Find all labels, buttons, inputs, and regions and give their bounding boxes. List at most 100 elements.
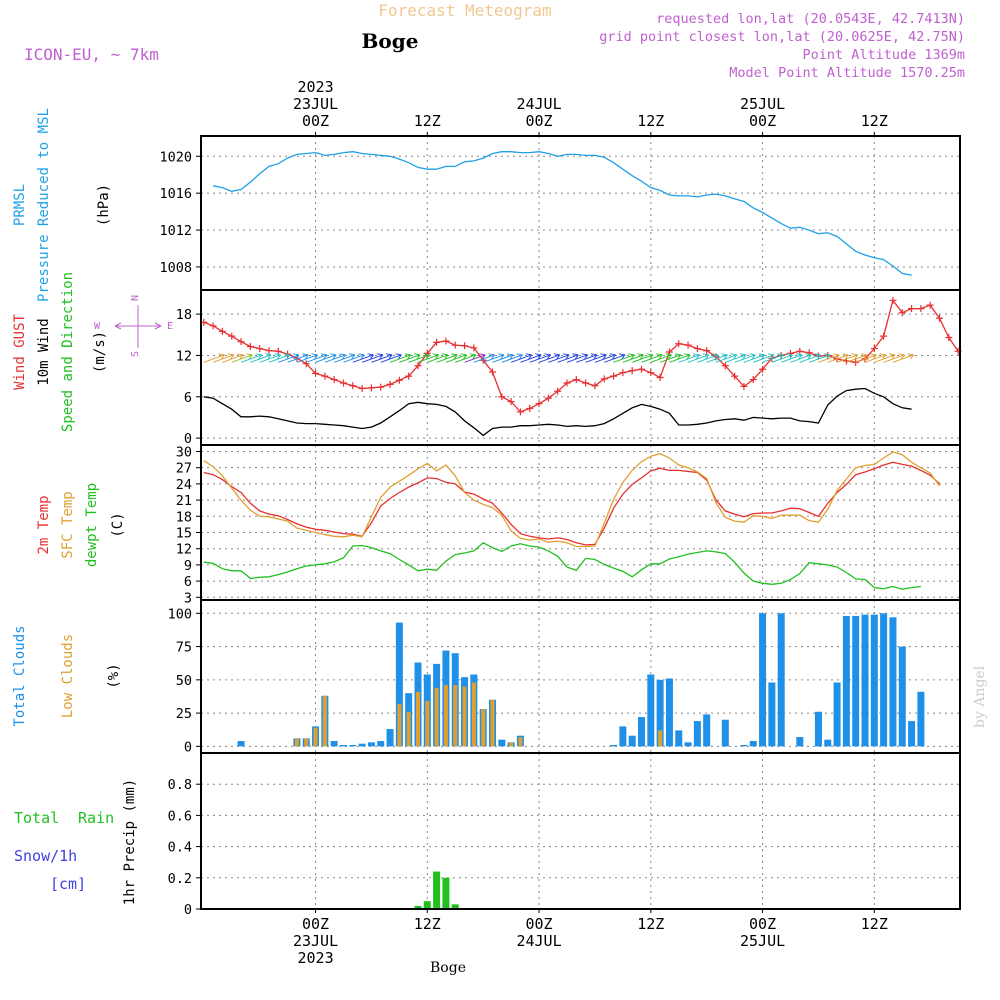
gust-marker (693, 345, 701, 353)
bar-total-clouds (824, 739, 832, 747)
wind-arrow (659, 354, 681, 363)
gust-marker (600, 375, 608, 383)
gust-marker (209, 322, 217, 330)
wind-arrow-head (870, 353, 877, 360)
x-tick-label-top: 24JUL (516, 95, 561, 113)
gust-marker (637, 365, 645, 373)
wind-arrow (557, 354, 579, 363)
wind-arrow (874, 354, 896, 363)
y-tick-label: 0.8 (168, 777, 192, 793)
bar-total-clouds (880, 613, 888, 747)
y-tick-label: 15 (176, 525, 192, 541)
gust-marker (675, 340, 683, 348)
precip-total-label: Total (14, 809, 59, 827)
wind-arrow (473, 354, 495, 363)
wind-arrow-head (460, 353, 468, 360)
station-name: Boge (362, 29, 419, 53)
wind-arrow (594, 354, 616, 363)
wind-arrow-head (562, 353, 570, 360)
wind-arrow-head (860, 353, 868, 360)
wind-arrow (399, 354, 421, 363)
gust-marker (470, 344, 478, 352)
wind-arrow (361, 354, 383, 363)
pressure-axis-label: (hPa) (96, 184, 112, 226)
wind-arrow (585, 354, 607, 363)
wind-arrow-head (525, 353, 533, 360)
gust-marker (898, 309, 906, 317)
series-line-prmsl (212, 151, 912, 276)
y-tick-label: 18 (176, 307, 192, 323)
wind-arrow (250, 354, 272, 363)
bar-total-rain (451, 904, 459, 909)
wind-arrow-head (814, 353, 821, 360)
gust-marker (945, 334, 953, 342)
gust-marker (516, 408, 524, 416)
wind-arrow-head (572, 353, 579, 360)
gust-marker (349, 382, 357, 390)
wind-arrow-head (218, 353, 225, 360)
y-tick-label: 1008 (159, 260, 192, 276)
precip-snow-label: Snow/1h (14, 847, 77, 865)
wind-arrow-head (237, 353, 244, 360)
bar-low-clouds (397, 703, 402, 747)
wind-arrow-head (274, 353, 281, 360)
wind-arrow (287, 354, 309, 363)
gust-marker (628, 367, 636, 375)
x-tick-label-bottom: 24JUL (516, 932, 561, 950)
gust-marker (405, 372, 413, 380)
gust-marker (451, 341, 459, 349)
wind-arrow-head (674, 353, 682, 360)
bar-total-clouds (796, 737, 804, 747)
wind-arrow (445, 354, 467, 363)
wind-arrow (715, 354, 737, 363)
bar-total-clouds (395, 622, 403, 747)
gust-marker (591, 382, 599, 390)
precip-axis-label: 1hr Precip (mm) (122, 779, 138, 905)
compass-n: N (130, 295, 141, 301)
bar-total-clouds (647, 674, 655, 747)
wind-arrow-head (795, 353, 803, 360)
gust-marker (498, 393, 506, 401)
wind-arrow-head (693, 353, 700, 360)
y-tick-label: 0.6 (168, 808, 192, 824)
wind-arrow-head (684, 353, 691, 360)
wind-arrow-head (358, 353, 365, 360)
y-tick-label: 0 (184, 739, 192, 755)
wind-arrow (781, 354, 803, 363)
y-tick-label: 21 (176, 493, 192, 509)
y-tick-label: 0.4 (168, 840, 192, 856)
wind-arrow (315, 354, 337, 363)
wind-arrow (622, 354, 644, 363)
wind-arrow (818, 354, 840, 363)
gust-marker (377, 383, 385, 391)
wind-arrow-head (637, 353, 644, 360)
x-tick-label-bottom: 12Z (637, 915, 664, 933)
temp-axis-label: (C) (110, 512, 126, 537)
wind-arrow (604, 354, 626, 363)
wind-arrow (771, 354, 793, 363)
wind-arrow-head (730, 353, 738, 360)
gust-marker (228, 332, 236, 340)
gust-marker (330, 376, 338, 384)
y-tick-label: 6 (184, 390, 192, 406)
y-tick-label: 0 (184, 902, 192, 918)
gust-marker (684, 341, 692, 349)
wind-arrow (510, 354, 532, 363)
x-tick-label-top: 00Z (302, 112, 329, 130)
x-tick-label-bottom: 12Z (861, 915, 888, 933)
panel-frame (200, 289, 961, 446)
wind-arrow-head (749, 353, 756, 360)
bar-low-clouds (509, 742, 514, 747)
gust-marker (312, 369, 320, 377)
gust-marker (544, 394, 552, 402)
wind-arrow (762, 354, 784, 363)
wind-arrow-head (581, 353, 589, 360)
gust-marker (582, 379, 590, 387)
wind-arrow (566, 354, 588, 363)
pressure-axis-label: PRMSL (12, 184, 28, 226)
wind-arrow-head (721, 353, 728, 360)
model-point-altitude: Model Point Altitude 1570.25m (729, 65, 965, 81)
wind-arrow-head (497, 353, 505, 360)
panel-1: 1008 1012 1016 1020 (159, 135, 961, 291)
bar-total-clouds (870, 614, 878, 747)
